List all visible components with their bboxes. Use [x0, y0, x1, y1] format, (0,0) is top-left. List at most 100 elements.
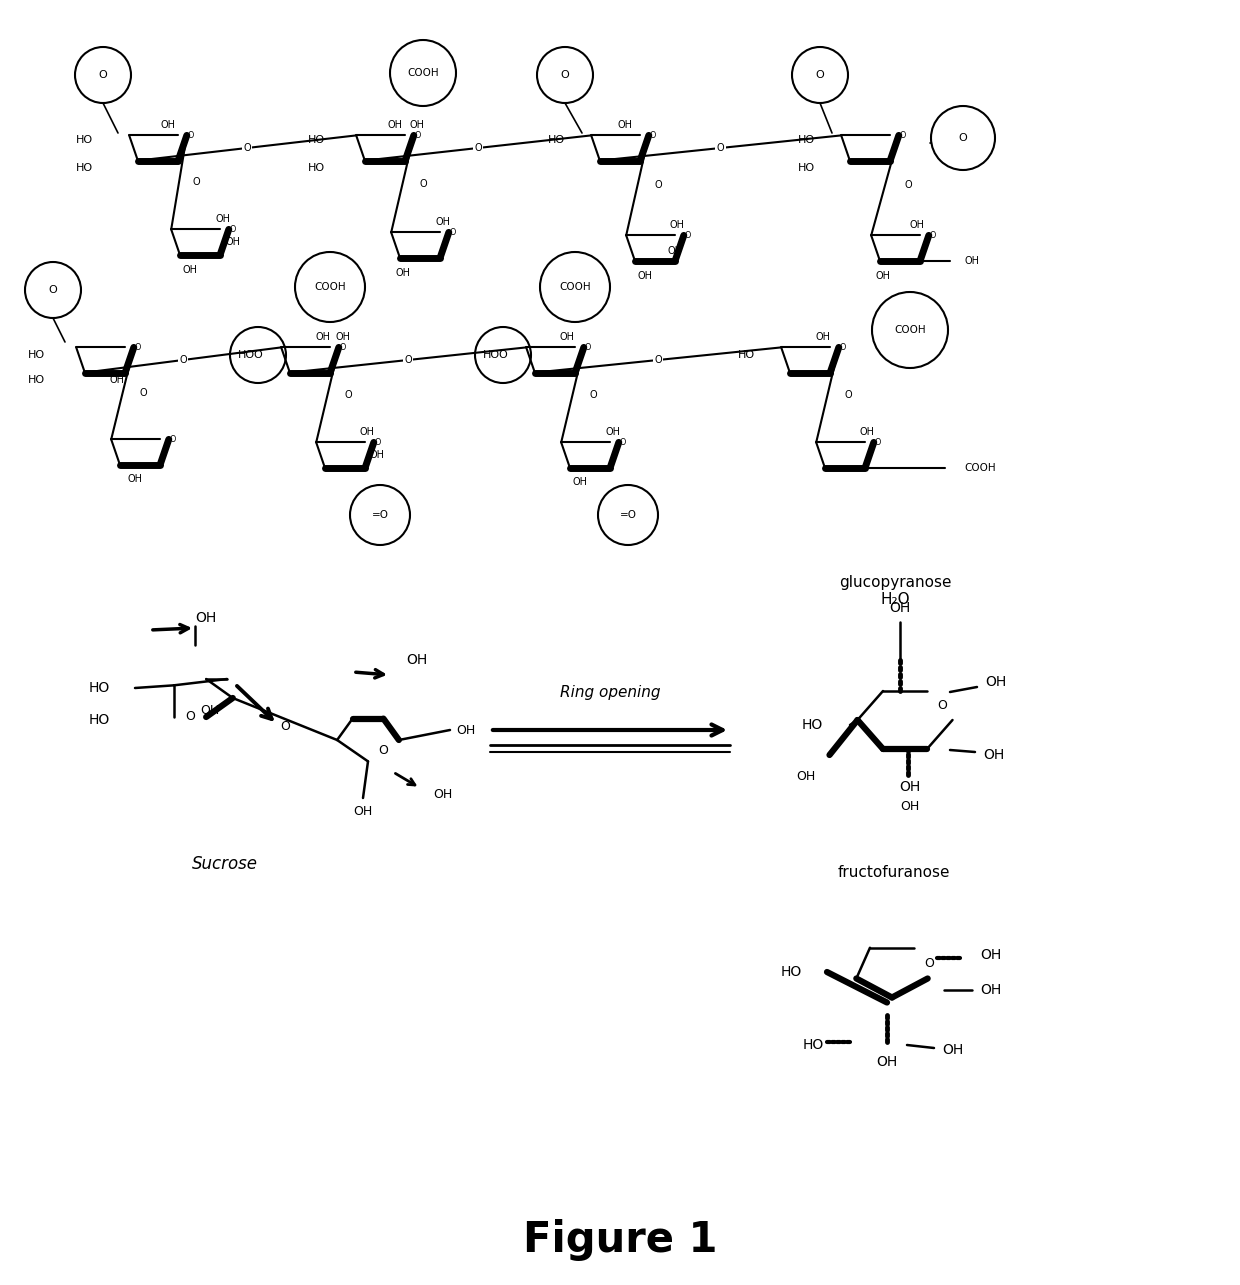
Text: OH: OH	[110, 375, 125, 386]
Text: O: O	[415, 131, 422, 140]
Text: OH: OH	[195, 610, 216, 625]
Text: O: O	[590, 389, 598, 400]
Text: glucopyranose: glucopyranose	[838, 574, 951, 590]
Text: O: O	[188, 131, 195, 140]
Text: COOH: COOH	[559, 281, 590, 292]
Text: O: O	[959, 134, 967, 143]
Text: O: O	[420, 179, 428, 189]
Text: OH: OH	[796, 770, 816, 783]
Text: O: O	[185, 711, 195, 723]
Text: HO: HO	[238, 350, 255, 360]
Text: OH: OH	[335, 332, 350, 342]
Text: COOH: COOH	[407, 68, 439, 78]
Text: OH: OH	[980, 983, 1001, 997]
Text: HO: HO	[27, 375, 45, 386]
Text: OH: OH	[877, 1055, 898, 1069]
Text: HO: HO	[482, 350, 500, 360]
Text: OH: OH	[224, 236, 241, 247]
Text: COOH: COOH	[894, 325, 926, 335]
Text: OH: OH	[200, 703, 219, 717]
Text: HO: HO	[738, 350, 755, 360]
Text: O: O	[99, 69, 108, 80]
Text: HO: HO	[781, 965, 802, 979]
Text: O: O	[254, 350, 263, 360]
Text: OH: OH	[667, 245, 682, 256]
Text: Figure 1: Figure 1	[523, 1219, 717, 1261]
Text: OH: OH	[396, 269, 410, 278]
Text: OH: OH	[910, 220, 925, 230]
Text: O: O	[684, 231, 692, 240]
Text: O: O	[816, 69, 825, 80]
Text: O: O	[560, 69, 569, 80]
Text: OH: OH	[160, 120, 176, 130]
Text: OH: OH	[128, 474, 143, 484]
Text: OH: OH	[985, 675, 1006, 689]
Text: OH: OH	[405, 653, 428, 667]
Text: O: O	[498, 350, 507, 360]
Text: OH: OH	[965, 256, 980, 266]
Text: O: O	[340, 343, 346, 352]
Text: O: O	[620, 438, 626, 447]
Text: O: O	[192, 177, 201, 188]
Text: COOH: COOH	[965, 463, 997, 473]
Text: O: O	[280, 721, 290, 734]
Text: OH: OH	[983, 748, 1004, 762]
Text: O: O	[844, 389, 852, 400]
Text: HO: HO	[548, 135, 565, 145]
Text: HO: HO	[797, 163, 815, 173]
Text: HO: HO	[89, 713, 110, 727]
Text: OH: OH	[637, 271, 652, 281]
Text: O: O	[450, 227, 456, 236]
Text: O: O	[180, 355, 187, 365]
Text: OH: OH	[618, 120, 632, 130]
Text: OH: OH	[560, 332, 575, 342]
Text: OH: OH	[605, 427, 620, 437]
Text: HO: HO	[797, 135, 815, 145]
Text: OH: OH	[409, 120, 424, 130]
Text: HO: HO	[308, 135, 325, 145]
Text: O: O	[905, 180, 913, 190]
Text: O: O	[229, 225, 237, 234]
Text: O: O	[243, 143, 250, 153]
Text: OH: OH	[875, 271, 890, 281]
Text: O: O	[585, 343, 591, 352]
Text: Sucrose: Sucrose	[192, 855, 258, 873]
Text: O: O	[875, 438, 882, 447]
Text: Ring opening: Ring opening	[559, 685, 660, 700]
Text: HO: HO	[76, 163, 93, 173]
Text: O: O	[936, 699, 946, 712]
Text: O: O	[655, 180, 662, 190]
Text: O: O	[655, 355, 662, 365]
Text: OH: OH	[435, 217, 450, 227]
Text: H₂O: H₂O	[880, 592, 910, 607]
Text: O: O	[374, 438, 382, 447]
Text: O: O	[48, 285, 57, 296]
Text: OH: OH	[360, 427, 374, 437]
Text: =O: =O	[372, 510, 388, 520]
Text: OH: OH	[815, 332, 830, 342]
Text: HO: HO	[308, 163, 325, 173]
Text: OH: OH	[900, 801, 920, 813]
Text: OH: OH	[433, 789, 453, 802]
Text: O: O	[930, 231, 936, 240]
Text: O: O	[345, 389, 352, 400]
Text: O: O	[140, 388, 148, 398]
Text: HO: HO	[27, 350, 45, 360]
Text: HO: HO	[802, 718, 823, 732]
Text: O: O	[650, 131, 656, 140]
Text: O: O	[378, 744, 388, 757]
Text: OH: OH	[315, 332, 330, 342]
Text: fructofuranose: fructofuranose	[838, 865, 950, 880]
Text: O: O	[924, 956, 934, 970]
Text: O: O	[839, 343, 847, 352]
Text: O: O	[170, 434, 176, 443]
Text: O: O	[900, 131, 906, 140]
Text: O: O	[474, 143, 482, 153]
Text: HO: HO	[76, 135, 93, 145]
Text: OH: OH	[899, 780, 920, 794]
Text: OH: OH	[942, 1043, 963, 1058]
Text: =O: =O	[620, 510, 636, 520]
Text: OH: OH	[370, 450, 384, 460]
Text: OH: OH	[387, 120, 403, 130]
Text: O: O	[404, 355, 412, 365]
